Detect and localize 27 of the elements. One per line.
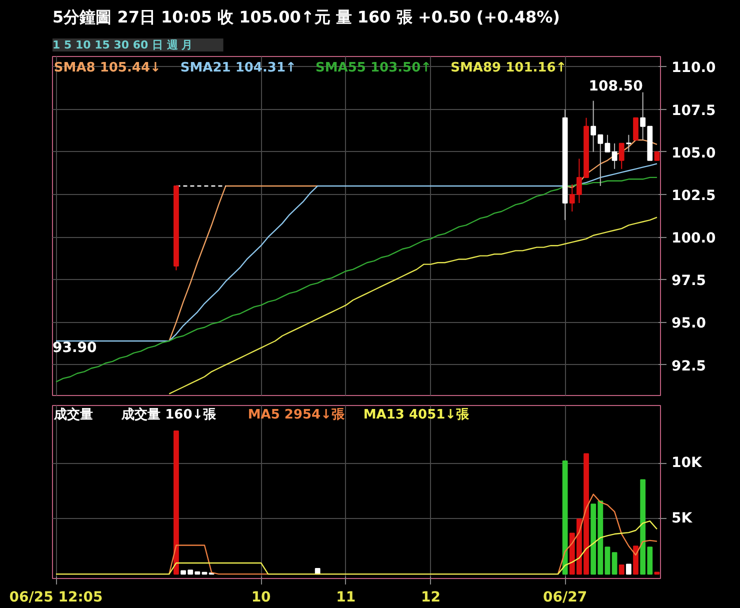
- y-tick-label: 102.5: [672, 188, 716, 204]
- y-tick-label: 92.5: [672, 358, 706, 374]
- y-tick-label: 10K: [672, 455, 703, 472]
- y-tick-label: 105.0: [672, 145, 716, 162]
- chart-subtitle: 1 5 10 15 30 60 日 週 月: [52, 38, 193, 52]
- y-tick-label: 5K: [672, 510, 694, 527]
- text: MA13 4051↓張: [363, 408, 470, 423]
- text: MA5 2954↓張: [248, 408, 346, 423]
- y-tick-label: 95.0: [672, 316, 706, 332]
- chart-title: 5分鐘圖 27日 10:05 收 105.00↑元 量 160 張 +0.50 (+0.48%): [52, 8, 560, 26]
- text: SMA55 103.50↑: [315, 60, 432, 76]
- annotation: 108.50: [588, 78, 644, 94]
- x-tick-label: 10: [251, 590, 272, 606]
- y-axis-title: 成交量: [52, 406, 93, 423]
- text: SMA8 105.44↓: [54, 60, 161, 76]
- x-tick-label: 11: [336, 590, 356, 606]
- x-tick-label: 06/25 12:05: [9, 590, 103, 606]
- y-tick-label: 97.5: [672, 273, 706, 290]
- series-label: 成交量 160↓張: [120, 406, 218, 423]
- text: SMA21 104.31↑: [180, 60, 296, 76]
- x-tick-label: 12: [420, 590, 440, 606]
- y-tick-label: 110.0: [672, 60, 716, 76]
- x-tick-label: 06/27: [543, 590, 588, 606]
- text: SMA89 101.16↑: [450, 60, 567, 76]
- annotation: 93.90: [52, 340, 98, 356]
- y-tick-label: 107.5: [672, 102, 716, 119]
- y-tick-label: 100.0: [672, 230, 716, 247]
